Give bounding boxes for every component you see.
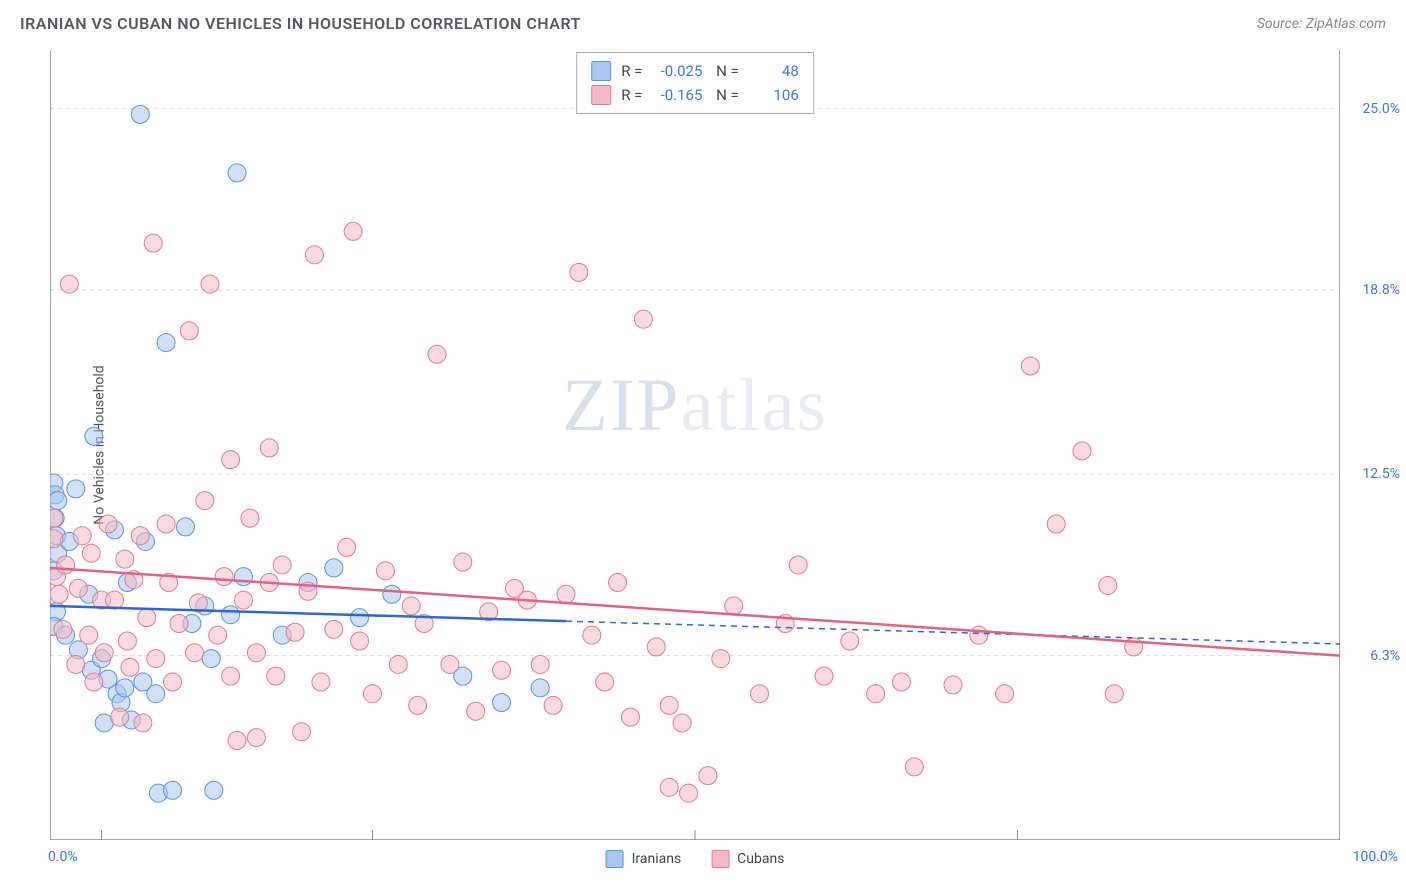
chart-area: No Vehicles in Household ZIPatlas R = -0… <box>50 50 1340 840</box>
bottom-legend: Iranians Cubans <box>606 850 785 868</box>
y-tick-label: 18.8% <box>1362 282 1400 298</box>
chart-title: IRANIAN VS CUBAN NO VEHICLES IN HOUSEHOL… <box>20 14 581 33</box>
y-tick-label: 25.0% <box>1362 101 1400 117</box>
legend-item-cubans: Cubans <box>711 850 784 868</box>
stats-row-1: R = -0.165 N = 106 <box>591 83 799 107</box>
x-tick-1: 100.0% <box>1353 849 1398 865</box>
stats-swatch-1 <box>591 85 611 105</box>
y-tick-label: 6.3% <box>1370 648 1400 664</box>
x-tick-0: 0.0% <box>48 849 78 865</box>
legend-swatch-cubans <box>711 850 729 868</box>
stats-legend: R = -0.025 N = 48 R = -0.165 N = 106 <box>576 52 814 114</box>
chart-source: Source: ZipAtlas.com <box>1257 16 1386 32</box>
y-tick-label: 12.5% <box>1362 466 1400 482</box>
stats-swatch-0 <box>591 61 611 81</box>
stats-row-0: R = -0.025 N = 48 <box>591 59 799 83</box>
scatter-plot <box>50 50 1340 840</box>
legend-swatch-iranians <box>606 850 624 868</box>
chart-header: IRANIAN VS CUBAN NO VEHICLES IN HOUSEHOL… <box>0 0 1406 43</box>
legend-item-iranians: Iranians <box>606 850 682 868</box>
